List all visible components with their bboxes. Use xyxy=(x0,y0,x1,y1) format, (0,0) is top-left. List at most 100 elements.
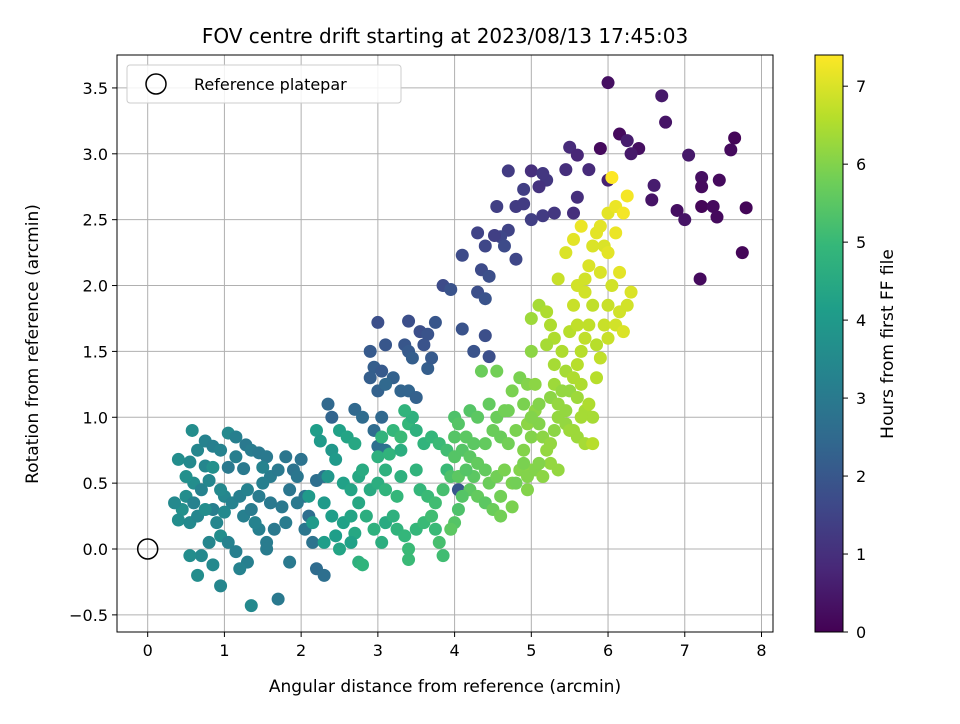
data-point xyxy=(570,391,584,405)
data-point xyxy=(693,272,707,286)
data-point xyxy=(517,182,531,196)
data-point xyxy=(210,516,224,530)
data-point xyxy=(444,522,458,536)
data-point xyxy=(279,516,293,530)
data-point xyxy=(582,259,596,273)
data-point xyxy=(509,476,523,490)
data-point xyxy=(497,239,511,253)
x-tick-label: 1 xyxy=(219,641,229,660)
y-tick-label: 2.0 xyxy=(83,277,108,296)
data-point xyxy=(482,397,496,411)
data-point xyxy=(590,338,604,352)
y-tick-label: 2.5 xyxy=(83,211,108,230)
colorbar-label: Hours from first FF file xyxy=(878,249,898,439)
data-point xyxy=(405,351,419,365)
data-point xyxy=(547,358,561,372)
data-point xyxy=(348,437,362,451)
colorbar-tick-label: 3 xyxy=(856,389,866,408)
data-point xyxy=(547,423,561,437)
data-point xyxy=(409,391,423,405)
x-tick-label: 0 xyxy=(143,641,153,660)
x-tick-label: 7 xyxy=(680,641,690,660)
data-point xyxy=(229,545,243,559)
data-point xyxy=(520,483,534,497)
data-point xyxy=(620,298,634,312)
data-point xyxy=(409,463,423,477)
data-point xyxy=(221,460,235,474)
legend-marker-open-circle xyxy=(145,73,167,95)
data-point xyxy=(524,410,538,424)
data-point xyxy=(532,397,546,411)
data-point xyxy=(555,384,569,398)
data-point xyxy=(536,167,550,181)
data-point xyxy=(183,455,197,469)
data-point xyxy=(171,513,185,527)
data-point xyxy=(517,397,531,411)
data-point xyxy=(570,318,584,332)
data-point xyxy=(563,423,577,437)
colorbar-tick-label: 1 xyxy=(856,545,866,564)
data-point xyxy=(490,364,504,378)
data-point xyxy=(168,496,182,510)
y-tick-label: 0.0 xyxy=(83,540,108,559)
x-tick-label: 5 xyxy=(526,641,536,660)
data-point xyxy=(379,463,393,477)
x-axis-ticks: 0 1 2 3 4 5 6 7 8 xyxy=(143,632,767,660)
data-point xyxy=(455,322,469,336)
data-point xyxy=(263,496,277,510)
data-point xyxy=(394,443,408,457)
data-point xyxy=(695,180,709,194)
data-point xyxy=(363,371,377,385)
data-point xyxy=(290,470,304,484)
data-point xyxy=(551,272,565,286)
data-point xyxy=(379,377,393,391)
data-point xyxy=(382,447,396,461)
data-point xyxy=(375,364,389,378)
data-point xyxy=(436,483,450,497)
data-point xyxy=(567,232,581,246)
data-point xyxy=(624,147,638,161)
x-tick-label: 3 xyxy=(373,641,383,660)
data-point xyxy=(356,410,370,424)
data-point xyxy=(578,285,592,299)
data-point xyxy=(517,443,531,457)
data-point xyxy=(578,272,592,286)
data-point xyxy=(321,470,335,484)
data-point xyxy=(543,318,557,332)
data-point xyxy=(467,437,481,451)
data-point xyxy=(459,463,473,477)
plot-frame xyxy=(116,54,774,633)
data-point xyxy=(425,509,439,523)
data-point xyxy=(559,404,573,418)
data-point xyxy=(524,213,538,227)
data-point xyxy=(198,502,212,516)
data-point xyxy=(586,239,600,253)
data-point xyxy=(659,115,673,129)
data-point xyxy=(647,178,661,192)
data-point xyxy=(616,325,630,339)
data-point xyxy=(267,522,281,536)
data-point xyxy=(524,164,538,178)
data-point xyxy=(356,558,370,572)
data-point xyxy=(187,496,201,510)
data-point xyxy=(375,535,389,549)
data-point xyxy=(645,193,659,207)
data-point xyxy=(695,171,709,185)
data-point xyxy=(191,443,205,457)
x-axis-label: Angular distance from reference (arcmin) xyxy=(269,677,621,697)
data-point xyxy=(202,474,216,488)
data-point xyxy=(706,199,720,213)
data-point xyxy=(593,219,607,233)
reference-point-marker xyxy=(136,538,159,560)
data-point xyxy=(451,502,465,516)
data-point xyxy=(570,358,584,372)
data-point xyxy=(317,568,331,582)
data-point xyxy=(283,483,297,497)
data-point xyxy=(601,246,615,260)
data-point xyxy=(428,496,442,510)
data-point xyxy=(194,483,208,497)
colorbar-tick-label: 6 xyxy=(856,155,866,174)
data-point xyxy=(279,450,293,464)
data-point xyxy=(574,344,588,358)
data-point xyxy=(428,522,442,536)
